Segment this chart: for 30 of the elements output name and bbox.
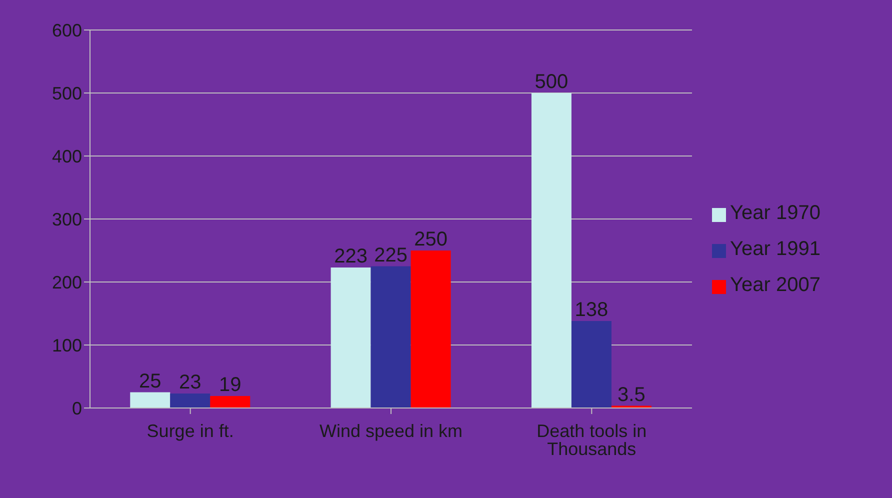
bar — [170, 394, 210, 408]
y-tick-label: 200 — [52, 272, 82, 292]
data-label: 250 — [414, 228, 448, 250]
data-label: 25 — [139, 370, 162, 392]
legend-label: Year 2007 — [730, 274, 820, 296]
data-label: 225 — [374, 244, 408, 266]
y-tick-label: 500 — [52, 83, 82, 104]
legend-label: Year 1991 — [730, 238, 820, 260]
y-tick-label: 300 — [52, 209, 82, 230]
bar — [130, 392, 170, 408]
y-tick-label: 400 — [52, 146, 82, 166]
x-tick-label: Death tools in Thousands — [536, 420, 647, 459]
y-tick-label: 100 — [52, 335, 82, 356]
bar — [330, 268, 371, 408]
data-label: 3.5 — [618, 384, 646, 406]
data-label: 19 — [219, 374, 242, 396]
y-tick-label: 600 — [52, 20, 82, 40]
x-tick-label: Wind speed in km — [319, 420, 463, 441]
bar — [410, 250, 451, 408]
x-tick-label: Surge in ft. — [146, 420, 234, 441]
data-label: 500 — [534, 71, 568, 93]
data-label: 23 — [179, 372, 202, 394]
data-label: 138 — [574, 299, 608, 322]
bar — [370, 266, 411, 408]
data-label: 223 — [334, 246, 368, 268]
y-tick-label: 0 — [72, 398, 82, 418]
bar — [531, 93, 572, 408]
bar — [571, 321, 612, 408]
bar — [210, 396, 250, 408]
legend-label: Year 1970 — [730, 202, 820, 224]
